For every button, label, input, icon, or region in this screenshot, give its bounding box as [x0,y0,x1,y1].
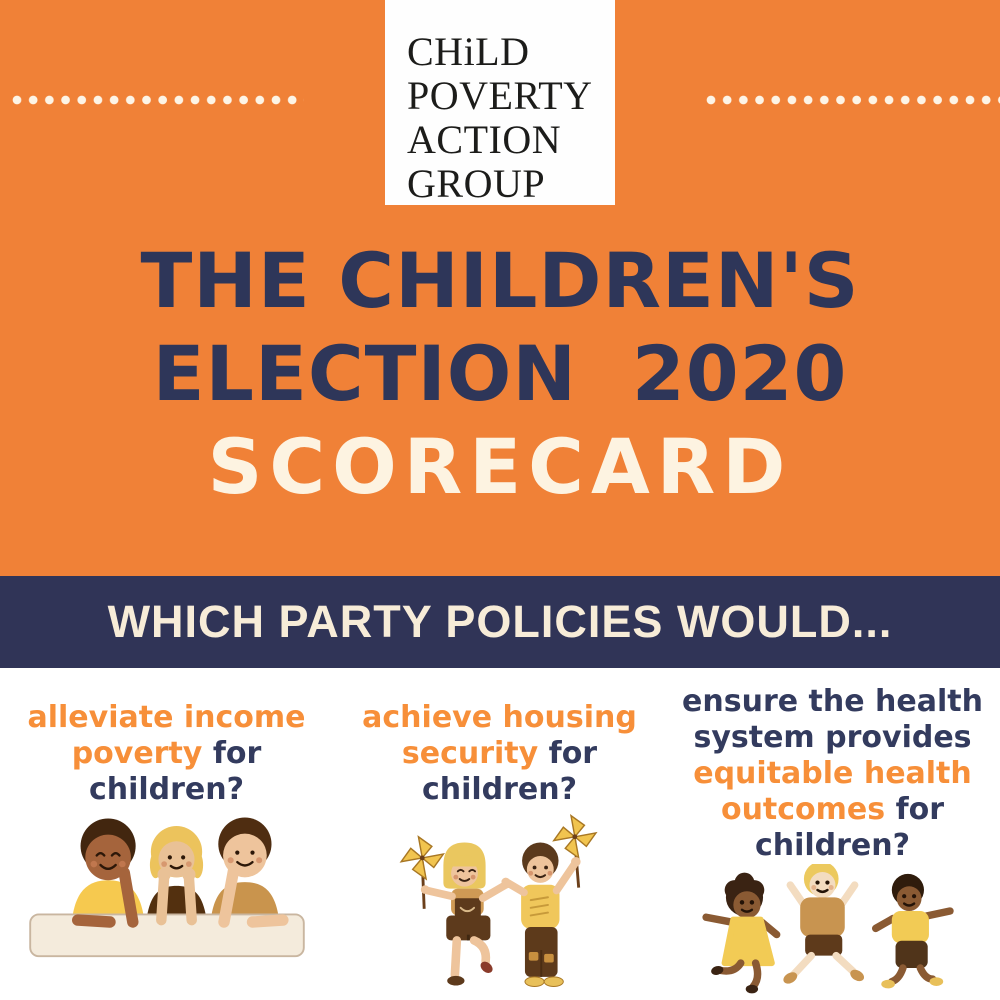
heading-segment: equitable health [693,756,972,791]
heading-segment: for [202,736,262,771]
heading-segment: children? [88,772,245,807]
two-children-holding-pinwheels-illustration [399,814,598,987]
question-heading: ensure the health system provides equita… [682,684,983,864]
band-section: WHICH PARTY POLICIES WOULD... [0,576,1000,668]
heading-segment: outcomes [720,792,886,827]
heading-segment: for [885,792,945,827]
heading-segment: achieve housing [362,700,637,735]
band-heading: WHICH PARTY POLICIES WOULD... [107,596,893,647]
three-children-leaning-on-table-illustration [28,817,305,958]
logo-line: CHiLD [407,29,530,74]
heading-segment: ensure the health [682,684,983,719]
hero-section: CHiLD POVERTY ACTION GROUP THE CHILDREN'… [0,0,1000,576]
heading-segment: poverty [71,736,203,771]
question-column-health-outcomes: ensure the health system provides equita… [666,668,999,1000]
dotted-divider-right [706,95,1000,105]
main-title-line-1: THE CHILDREN'S [140,236,860,325]
main-title-line-2: ELECTION 2020 [152,329,848,418]
question-heading: alleviate income poverty for children? [27,700,305,808]
heading-segment: security [401,736,539,771]
heading-segment: system provides [693,720,972,755]
question-column-income-poverty: alleviate income poverty for children? [0,668,333,1000]
dotted-divider-left [12,95,304,105]
three-children-jumping-illustration [701,864,954,994]
logo-line: ACTION [407,117,562,162]
question-column-housing-security: achieve housing security for children? [333,668,666,1000]
logo-line: POVERTY [407,73,593,118]
logo-line: GROUP [407,161,546,206]
pinwheel-icon [399,835,445,881]
heading-segment: for [538,736,598,771]
pinwheel-icon [551,814,598,860]
questions-section: alleviate income poverty for children? [0,668,1000,1000]
heading-segment: alleviate income [27,700,306,735]
heading-segment: children? [421,772,578,807]
cpag-logo: CHiLD POVERTY ACTION GROUP [385,0,615,206]
heading-segment: children? [754,828,911,863]
main-title-line-3: SCORECARD [207,422,793,511]
main-title: THE CHILDREN'S ELECTION 2020 SCORECARD [0,234,1000,513]
question-heading: achieve housing security for children? [362,700,637,808]
